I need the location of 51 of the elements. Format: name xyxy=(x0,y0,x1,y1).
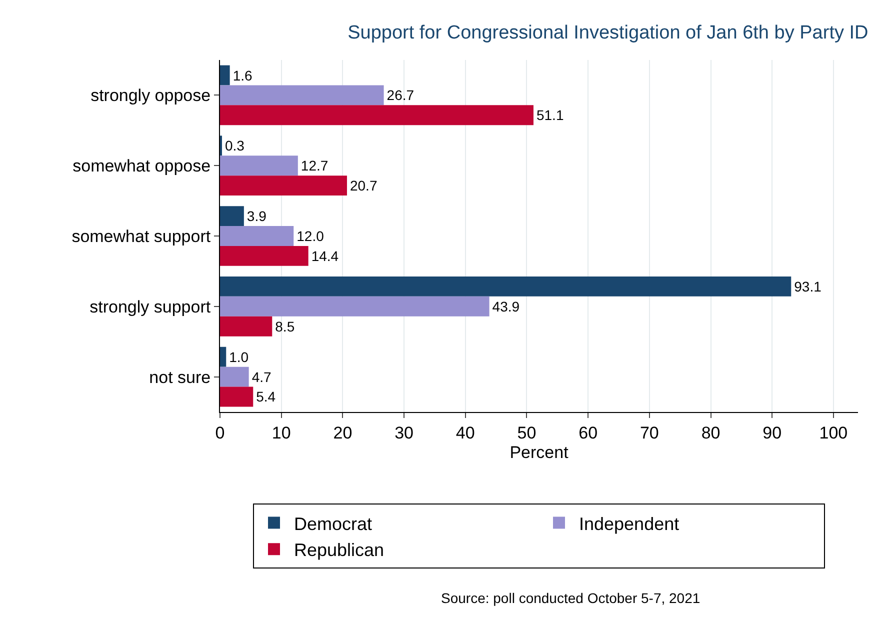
bar xyxy=(220,156,298,176)
x-tick-label: 80 xyxy=(701,423,720,442)
x-tick-label: 40 xyxy=(456,423,475,442)
x-tick-label: 90 xyxy=(762,423,782,442)
x-axis-title: Percent xyxy=(510,442,569,462)
chart-title: Support for Congressional Investigation of Jan 6th by Party ID xyxy=(348,22,868,44)
x-tick-label: 70 xyxy=(640,423,659,442)
x-tick-label: 100 xyxy=(819,423,848,442)
bar xyxy=(220,105,534,126)
bar xyxy=(220,206,244,226)
source-note: Source: poll conducted October 5-7, 2021 xyxy=(441,590,700,606)
x-tick-label: 30 xyxy=(394,423,414,442)
data-label: 0.3 xyxy=(225,138,245,154)
legend-label: Democrat xyxy=(294,514,372,534)
data-label: 51.1 xyxy=(536,107,564,124)
y-tick-label: somewhat oppose xyxy=(72,156,211,176)
data-label: 93.1 xyxy=(794,278,822,294)
y-tick-label: strongly oppose xyxy=(90,86,211,106)
bar xyxy=(220,366,249,387)
data-label: 20.7 xyxy=(350,178,378,194)
bar xyxy=(220,226,294,246)
bar xyxy=(220,386,254,407)
data-label: 4.7 xyxy=(252,368,272,385)
bar xyxy=(220,346,226,367)
data-label: 43.9 xyxy=(492,298,520,314)
y-tick-label: strongly support xyxy=(90,297,211,316)
legend-label: Republican xyxy=(294,540,384,560)
data-label: 1.0 xyxy=(229,348,249,365)
x-tick-label: 0 xyxy=(215,423,225,442)
bar xyxy=(220,316,272,336)
x-tick-label: 20 xyxy=(333,423,352,442)
bar xyxy=(220,246,308,266)
y-tick-label: somewhat support xyxy=(72,226,211,246)
legend-label: Independent xyxy=(579,514,680,534)
data-label: 8.5 xyxy=(275,318,295,334)
data-label: 26.7 xyxy=(386,87,414,104)
x-tick-label: 50 xyxy=(517,423,536,442)
bar xyxy=(220,176,347,196)
data-label: 12.0 xyxy=(296,228,324,244)
bar xyxy=(220,65,230,86)
bar xyxy=(220,296,490,316)
data-label: 1.6 xyxy=(232,67,252,84)
data-label: 3.9 xyxy=(246,208,267,224)
bar xyxy=(220,276,792,296)
data-label: 12.7 xyxy=(300,158,328,174)
x-tick-label: 60 xyxy=(578,423,598,442)
x-tick-label: 10 xyxy=(272,423,291,442)
data-label: 14.4 xyxy=(311,248,339,264)
data-label: 5.4 xyxy=(256,388,276,405)
y-tick-label: not sure xyxy=(149,368,211,387)
bar xyxy=(220,85,384,106)
